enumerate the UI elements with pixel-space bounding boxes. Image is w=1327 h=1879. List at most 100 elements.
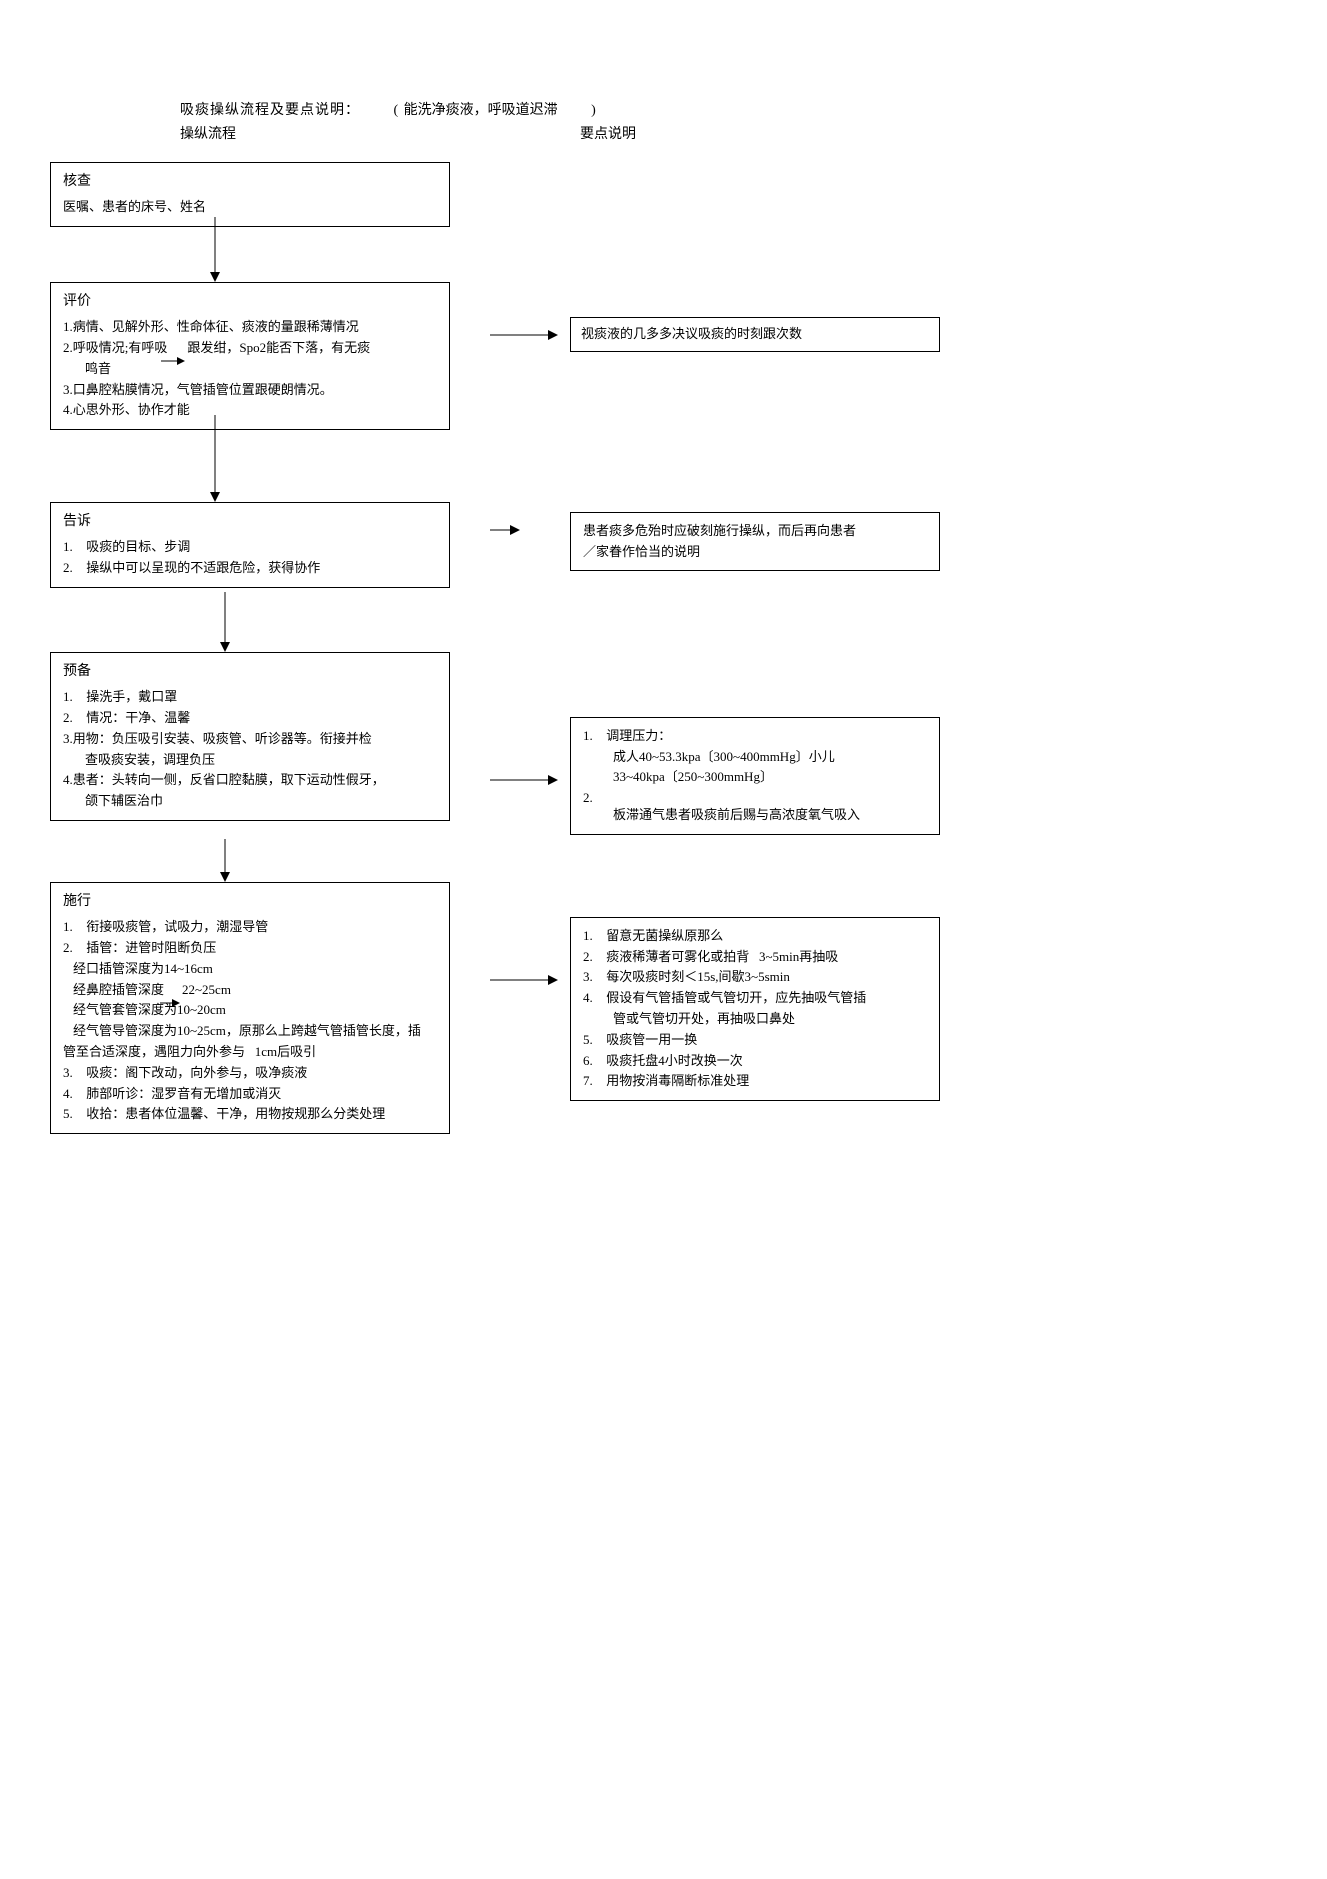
execn-line2a: 痰液稀薄者可雾化或拍背 (606, 949, 749, 964)
eval-line2c: 鸣音 (85, 359, 437, 380)
prepn-line2: 成人40~53.3kpa〔300~400mmHg〕小儿 (613, 747, 927, 768)
arrow-right-icon (490, 772, 560, 788)
prep-line1: 操洗手，戴口罩 (86, 689, 177, 704)
execn-num2: 2. (583, 947, 603, 968)
execn-line6: 吸痰托盘4小时改换一次 (606, 1053, 743, 1068)
execn-line4a: 假设有气管插管或气管切开，应先抽吸气管插 (606, 990, 866, 1005)
column-headings: 操纵流程 要点说明 (180, 124, 1277, 146)
inform-num2: 2. (63, 558, 83, 579)
execn-num6: 6. (583, 1051, 603, 1072)
prep-num4: 4. (63, 772, 73, 787)
prepare-content: 1. 操洗手，戴口罩 2. 情况：干净、温馨 3.用物：负压吸引安装、吸痰管、听… (63, 687, 437, 812)
exec-num4: 4. (63, 1084, 83, 1105)
execn-line1: 留意无菌操纵原那么 (606, 928, 723, 943)
execn-num1: 1. (583, 926, 603, 947)
eval-num4: 4. (63, 402, 73, 417)
check-line1: 医嘱、患者的床号、姓名 (63, 197, 437, 218)
inform-line2: 操纵中可以呈现的不适跟危险，获得协作 (86, 560, 320, 575)
prepare-box: 预备 1. 操洗手，戴口罩 2. 情况：干净、温馨 3.用物：负压吸引安装、吸痰… (50, 652, 450, 821)
exec-num2: 2. (63, 938, 83, 959)
exec-num5: 5. (63, 1104, 83, 1125)
execn-line2b: 3~5min再抽吸 (759, 949, 838, 964)
prep-num1: 1. (63, 687, 83, 708)
execute-title: 施行 (63, 891, 437, 913)
arrow-right-icon (490, 327, 560, 343)
paren-right: ) (591, 103, 596, 118)
prep-line3b: 查吸痰安装，调理负压 (85, 750, 437, 771)
execn-num5: 5. (583, 1030, 603, 1051)
evaluate-note-box: 视痰液的几多多决议吸痰的时刻跟次数 (570, 317, 940, 352)
evaluate-title: 评价 (63, 291, 437, 313)
prepn-line3: 33~40kpa〔250~300mmHg〕 (613, 767, 927, 788)
prepn-num2: 2. (583, 788, 603, 809)
arrow-right-icon (490, 972, 560, 988)
main-title: 吸痰操纵流程及要点说明： (180, 103, 360, 118)
exec-line7a: 管至合适深度，遇阻力向外参与 (63, 1044, 245, 1059)
prepare-note-content: 1. 调理压力： 成人40~53.3kpa〔300~400mmHg〕小儿 33~… (583, 726, 927, 826)
prep-line4b: 颌下辅医治巾 (85, 791, 437, 812)
execn-line7: 用物按消毒隔断标准处理 (606, 1073, 749, 1088)
inform-content: 1. 吸痰的目标、步调 2. 操纵中可以呈现的不适跟危险，获得协作 (63, 537, 437, 579)
prep-line4a: 患者：头转向一侧，反省口腔黏膜，取下运动性假牙， (73, 772, 385, 787)
inline-arrow-icon (160, 998, 182, 1008)
subtitle: 能洗净痰液，呼吸道迟滞 (404, 103, 558, 118)
prep-num3: 3. (63, 731, 73, 746)
inform-num1: 1. (63, 537, 83, 558)
header: 吸痰操纵流程及要点说明： ( 能洗净痰液，呼吸道迟滞 ) 操纵流程 要点说明 (180, 100, 1277, 147)
prepare-title: 预备 (63, 661, 437, 683)
execn-num3: 3. (583, 967, 603, 988)
title-row: 吸痰操纵流程及要点说明： ( 能洗净痰液，呼吸道迟滞 ) (180, 100, 1277, 122)
exec-line8: 吸痰：阁下改动，向外参与，吸净痰液 (86, 1065, 307, 1080)
exec-line4a: 经鼻腔插管深度 (73, 982, 164, 997)
exec-num3: 3. (63, 1063, 83, 1084)
prepn-line4: 板滞通气患者吸痰前后赐与高浓度氧气吸入 (613, 805, 927, 826)
prepn-num1: 1. (583, 726, 603, 747)
arrow-down-icon (205, 415, 225, 502)
evaluate-note-text: 视痰液的几多多决议吸痰的时刻跟次数 (581, 324, 929, 345)
prep-line2: 情况：干净、温馨 (86, 710, 190, 725)
eval-num3: 3. (63, 382, 73, 397)
inform-note-line1: 患者痰多危殆时应破刻施行操纵，而后再向患者 (583, 521, 927, 542)
check-title: 核查 (63, 171, 437, 193)
execute-box: 施行 1. 衔接吸痰管，试吸力，潮湿导管 2. 插管：进管时阻断负压 经口插管深… (50, 882, 450, 1134)
prep-num2: 2. (63, 708, 83, 729)
arrow-right-icon (490, 522, 520, 538)
exec-line3: 经口插管深度为14~16cm (73, 959, 437, 980)
eval-line4: 心思外形、协作才能 (73, 402, 190, 417)
check-box: 核查 医嘱、患者的床号、姓名 (50, 162, 450, 227)
eval-num2: 2. (63, 340, 73, 355)
eval-line2a: 呼吸情况;有呼吸 (73, 340, 168, 355)
arrow-down-icon (205, 217, 225, 282)
execn-line5: 吸痰管一用一换 (606, 1032, 697, 1047)
execute-note-box: 1. 留意无菌操纵原那么 2. 痰液稀薄者可雾化或拍背 3~5min再抽吸 3.… (570, 917, 940, 1101)
exec-line4b: 22~25cm (182, 982, 231, 997)
exec-line6: 经气管导管深度为10~25cm，原那么上跨越气管插管长度，插 (73, 1021, 437, 1042)
inform-line1: 吸痰的目标、步调 (86, 539, 190, 554)
eval-line1: 病情、见解外形、性命体征、痰液的量跟稀薄情况 (73, 319, 359, 334)
exec-line7b: 1cm后吸引 (255, 1044, 316, 1059)
prepn-line1: 调理压力： (606, 728, 671, 743)
inform-box: 告诉 1. 吸痰的目标、步调 2. 操纵中可以呈现的不适跟危险，获得协作 (50, 502, 450, 588)
execn-num7: 7. (583, 1071, 603, 1092)
prepare-note-box: 1. 调理压力： 成人40~53.3kpa〔300~400mmHg〕小儿 33~… (570, 717, 940, 835)
exec-line10: 收拾：患者体位温馨、干净，用物按规那么分类处理 (86, 1106, 385, 1121)
paren-left: ( (394, 103, 399, 118)
exec-line2: 插管：进管时阻断负压 (86, 940, 216, 955)
arrow-down-icon (215, 592, 235, 652)
execn-num4: 4. (583, 988, 603, 1009)
evaluate-content: 1.病情、见解外形、性命体征、痰液的量跟稀薄情况 2.呼吸情况;有呼吸跟发绀，S… (63, 317, 437, 421)
inform-note-line2: ／家眷作恰当的说明 (583, 542, 927, 563)
execute-content: 1. 衔接吸痰管，试吸力，潮湿导管 2. 插管：进管时阻断负压 经口插管深度为1… (63, 917, 437, 1125)
execn-line3: 每次吸痰时刻＜15s,间歇3~5smin (606, 969, 790, 984)
right-heading: 要点说明 (580, 124, 636, 146)
inline-arrow-icon (161, 356, 187, 366)
left-heading: 操纵流程 (180, 124, 236, 146)
inform-note-box: 患者痰多危殆时应破刻施行操纵，而后再向患者 ／家眷作恰当的说明 (570, 512, 940, 572)
arrow-down-icon (215, 839, 235, 882)
eval-line3: 口鼻腔粘膜情况，气管插管位置跟硬朗情况。 (73, 382, 333, 397)
exec-line5: 经气管套管深度为10~20cm (73, 1000, 437, 1021)
prep-line3a: 用物：负压吸引安装、吸痰管、听诊器等。衔接并检 (73, 731, 372, 746)
evaluate-box: 评价 1.病情、见解外形、性命体征、痰液的量跟稀薄情况 2.呼吸情况;有呼吸跟发… (50, 282, 450, 430)
eval-line2b: 跟发绀，Spo2能否下落，有无痰 (187, 340, 370, 355)
execn-line4b: 管或气管切开处，再抽吸口鼻处 (613, 1009, 927, 1030)
